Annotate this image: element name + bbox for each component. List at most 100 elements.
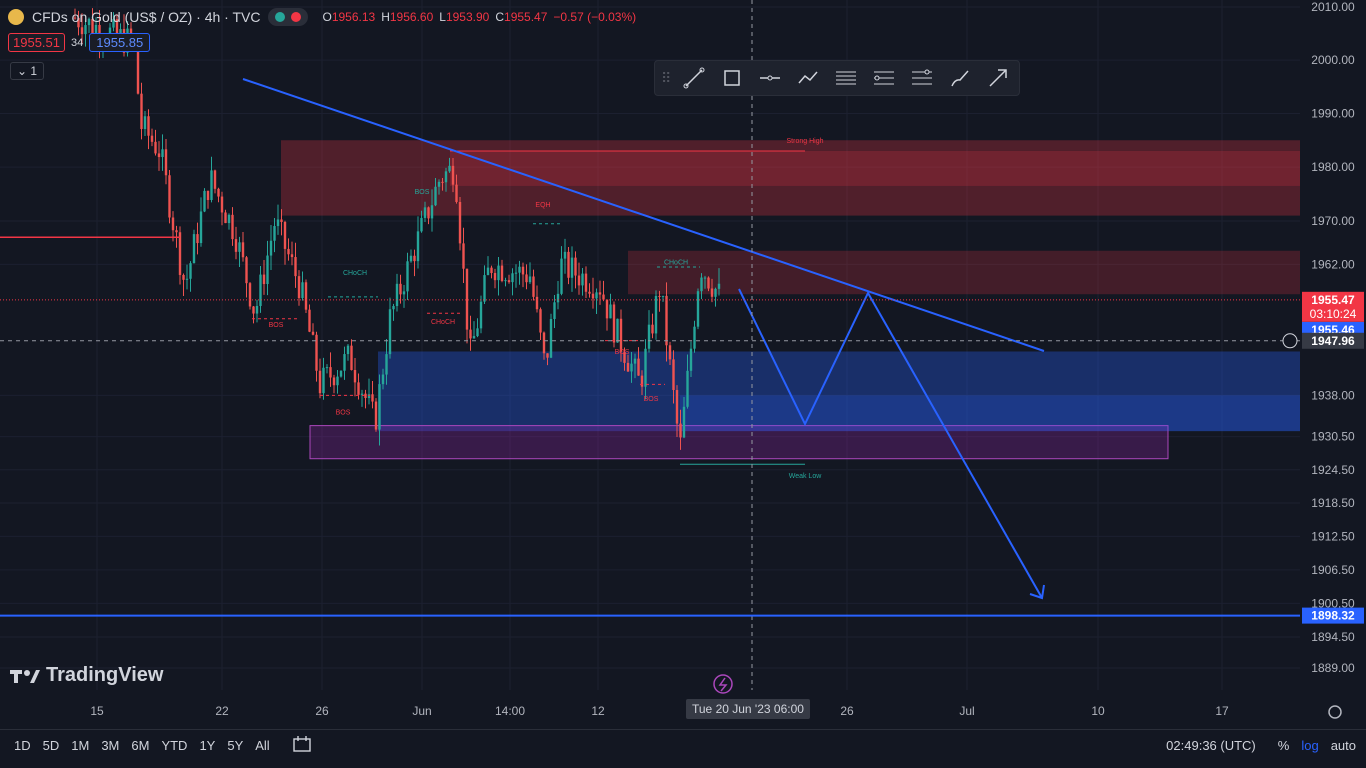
candles: [73, 8, 721, 450]
candle: [168, 170, 171, 224]
log-toggle[interactable]: log: [1301, 737, 1319, 753]
auto-toggle[interactable]: auto: [1330, 737, 1356, 753]
candle: [588, 283, 591, 298]
candle: [294, 242, 297, 288]
candle: [164, 139, 168, 185]
market-open-icon: [275, 12, 286, 22]
candle: [574, 251, 577, 289]
candle: [217, 187, 220, 203]
trend-line-icon[interactable]: [679, 63, 709, 93]
candle: [206, 190, 210, 209]
price-tick-label: 1924.50: [1311, 463, 1355, 477]
candle: [483, 265, 486, 304]
clock-time[interactable]: 02:49:36 (UTC): [1166, 737, 1256, 753]
candle: [399, 274, 402, 304]
candle: [469, 315, 472, 351]
candle: [150, 128, 154, 147]
candle: [112, 12, 115, 32]
range-ytd[interactable]: YTD: [161, 737, 188, 753]
candle: [532, 269, 535, 301]
range-6m[interactable]: 6M: [131, 737, 150, 753]
candle: [339, 370, 343, 378]
range-3m[interactable]: 3M: [101, 737, 120, 753]
candle: [84, 20, 87, 47]
time-tick-label: Jun: [412, 704, 431, 718]
candle: [490, 265, 493, 279]
tradingview-logo-icon: [10, 669, 40, 683]
range-all[interactable]: All: [255, 737, 270, 753]
tradingview-logo: TradingView: [10, 664, 163, 687]
demand-zone-inner: [680, 395, 1300, 432]
rectangle-icon[interactable]: [717, 63, 747, 93]
indicators-toggle[interactable]: ⌄ 1: [10, 62, 45, 80]
range-5d[interactable]: 5D: [42, 737, 60, 753]
candle: [507, 274, 511, 284]
range-5y[interactable]: 5Y: [227, 737, 244, 753]
price-axis: 2010.00 2000.00 1990.00 1980.00 1970.00 1962.…: [1300, 0, 1366, 728]
candle: [154, 129, 157, 156]
candle: [493, 268, 497, 289]
candle: [304, 279, 308, 313]
candle: [332, 374, 336, 394]
annotation-label: BOS: [644, 396, 659, 403]
candle: [581, 267, 584, 296]
candle: [311, 323, 315, 336]
range-1y[interactable]: 1Y: [199, 737, 216, 753]
buy-button[interactable]: 1955.85: [89, 33, 151, 52]
candle: [521, 262, 525, 288]
candle: [619, 309, 623, 362]
candle: [539, 307, 542, 340]
candle: [220, 191, 224, 226]
candle: [378, 374, 381, 446]
hline-price-tag: [1302, 607, 1364, 624]
trend-line: [242, 78, 1045, 352]
supply-zone-lower: [628, 250, 1300, 295]
candle: [434, 178, 437, 207]
percent-toggle[interactable]: %: [1277, 737, 1290, 753]
candle: [518, 260, 521, 285]
projection-path: [738, 288, 1043, 599]
price-tick-label: 2010.00: [1311, 0, 1355, 14]
time-tick-label: 15: [90, 704, 104, 718]
candle: [665, 282, 668, 362]
fib-extension-icon[interactable]: [907, 63, 937, 93]
time-tick-label: 17: [1215, 704, 1229, 718]
parallel-channel-icon[interactable]: [831, 63, 861, 93]
annotation-label: Strong High: [787, 138, 824, 145]
candle: [717, 268, 721, 296]
candle: [430, 189, 434, 232]
price-tick-label: 1900.50: [1311, 596, 1355, 610]
candle: [700, 273, 703, 300]
range-1m[interactable]: 1M: [71, 737, 90, 753]
time-tick-label: Jul: [959, 704, 974, 718]
range-1d[interactable]: 1D: [14, 737, 31, 753]
candle: [374, 398, 378, 432]
supply-zone-upper: [281, 140, 1300, 216]
candle: [497, 256, 500, 296]
horizontal-line-icon[interactable]: [755, 63, 785, 93]
time-tick-label: 10: [1091, 704, 1105, 718]
price-chart[interactable]: Strong High EQH CHoCH CHoCH CHoCH BOS BOS BOS BO…: [0, 0, 1366, 728]
candle: [644, 339, 647, 400]
candle: [570, 246, 574, 292]
symbol-title[interactable]: CFDs on Gold (US$ / OZ) · 4h · TVC: [32, 9, 261, 25]
arrow-icon[interactable]: [983, 63, 1013, 93]
price-tick-label: 1912.50: [1311, 529, 1355, 543]
path-icon[interactable]: [793, 63, 823, 93]
price-tick-label: 1970.00: [1311, 214, 1355, 228]
market-status-pill[interactable]: [268, 8, 309, 26]
candle: [192, 229, 196, 264]
candle: [259, 265, 262, 313]
fib-retracement-icon[interactable]: [869, 63, 899, 93]
grip-icon[interactable]: ⠿: [661, 69, 672, 86]
candle: [371, 381, 374, 409]
svg-text:1898.32: 1898.32: [1311, 609, 1355, 623]
sell-button[interactable]: 1955.51: [8, 33, 65, 52]
calendar-icon[interactable]: [292, 735, 312, 756]
price-tick-label: 1930.50: [1311, 430, 1355, 444]
candle: [682, 396, 686, 439]
price-tick-label: 1938.00: [1311, 388, 1355, 402]
brush-icon[interactable]: [945, 63, 975, 93]
symbol-header: CFDs on Gold (US$ / OZ) · 4h · TVC O1956…: [8, 6, 636, 28]
candle: [528, 262, 532, 284]
